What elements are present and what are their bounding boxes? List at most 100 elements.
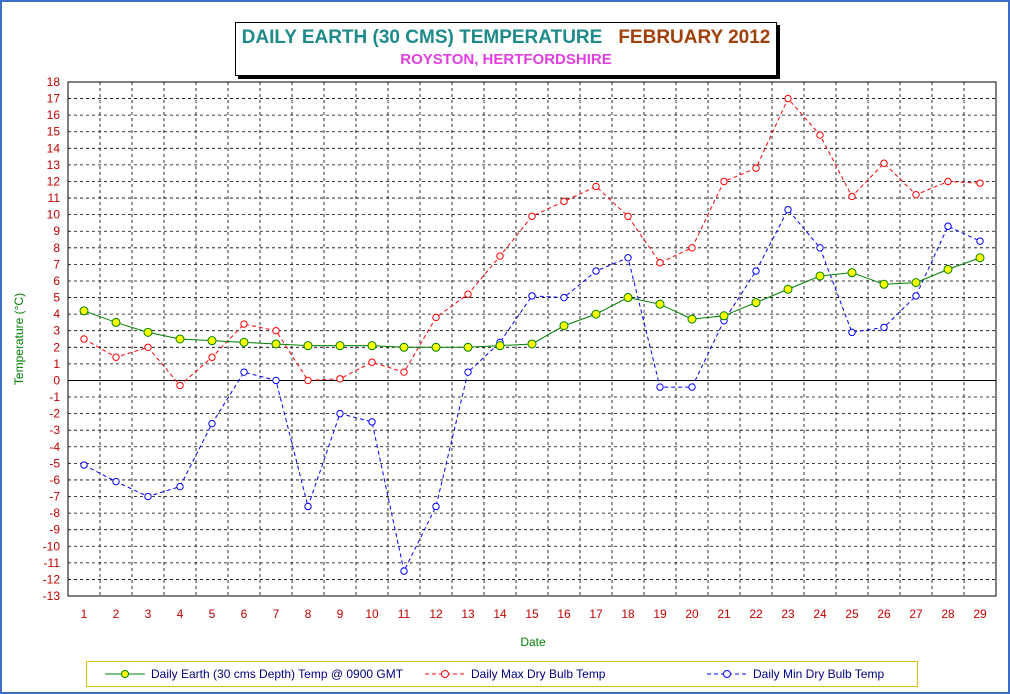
- data-point: [911, 278, 921, 288]
- y-tick-label: -3: [49, 423, 60, 437]
- x-tick-label: 1: [81, 607, 88, 621]
- legend-swatch-marker: [723, 670, 731, 678]
- x-tick-label: 13: [461, 607, 475, 621]
- legend-label: Daily Min Dry Bulb Temp: [753, 667, 885, 681]
- series-group: [80, 94, 984, 390]
- x-tick-label: 5: [209, 607, 216, 621]
- data-point: [528, 292, 536, 300]
- series-line: [83, 257, 981, 348]
- data-point: [463, 342, 473, 352]
- data-point: [560, 293, 568, 302]
- data-point: [591, 309, 601, 319]
- y-tick-label: 10: [47, 208, 61, 222]
- data-point: [176, 381, 184, 390]
- y-tick-label: 16: [47, 108, 61, 122]
- data-point: [528, 212, 536, 221]
- y-tick-label: 4: [53, 307, 60, 321]
- legend-swatch: [105, 670, 145, 678]
- data-point: [975, 253, 985, 263]
- y-tick-label: 18: [47, 75, 61, 89]
- data-point: [368, 358, 376, 366]
- legend-swatch: [707, 670, 747, 678]
- data-point: [976, 179, 984, 187]
- data-point: [112, 477, 120, 486]
- x-tick-label: 25: [845, 607, 859, 621]
- y-tick-label: 7: [53, 257, 60, 271]
- data-point: [239, 337, 249, 347]
- legend-item: Daily Earth (30 cms Depth) Temp @ 0900 G…: [103, 662, 403, 686]
- data-point: [464, 368, 472, 376]
- x-tick-label: 2: [113, 607, 120, 621]
- x-tick-label: 10: [365, 607, 379, 621]
- x-tick-label: 4: [177, 607, 184, 621]
- y-tick-label: 12: [47, 174, 61, 188]
- data-point: [848, 328, 856, 337]
- x-tick-label: 9: [337, 607, 344, 621]
- y-tick-label: -7: [49, 490, 60, 504]
- data-point: [816, 244, 824, 252]
- data-point: [336, 409, 344, 418]
- y-tick-label: 2: [53, 340, 60, 354]
- data-point: [816, 131, 824, 139]
- x-tick-label: 29: [973, 607, 987, 621]
- data-point: [335, 341, 345, 351]
- data-point: [943, 264, 953, 274]
- data-point: [272, 376, 280, 385]
- data-point: [399, 342, 409, 352]
- data-point: [176, 482, 184, 491]
- chart-title-main: DAILY EARTH (30 CMS) TEMPERATURE: [241, 27, 603, 48]
- legend-label: Daily Max Dry Bulb Temp: [471, 667, 606, 681]
- x-tick-label: 16: [557, 607, 571, 621]
- data-point: [464, 290, 472, 298]
- data-point: [879, 279, 889, 289]
- data-point: [432, 502, 440, 511]
- x-axis-label: Date: [520, 635, 546, 649]
- y-axis-label: Temperature (°C): [12, 293, 26, 385]
- x-tick-label: 20: [685, 607, 699, 621]
- x-tick-label: 14: [493, 607, 507, 621]
- x-tick-label: 21: [717, 607, 731, 621]
- data-point: [944, 177, 952, 186]
- x-tick-label: 6: [241, 607, 248, 621]
- data-point: [495, 341, 505, 351]
- series-group: [80, 205, 984, 575]
- data-point: [400, 368, 408, 376]
- y-tick-label: 15: [47, 125, 61, 139]
- data-point: [336, 375, 344, 383]
- data-point: [912, 191, 920, 199]
- y-tick-label: -9: [49, 523, 60, 537]
- y-tick-label: 17: [47, 92, 61, 106]
- data-point: [944, 222, 952, 230]
- x-tick-label: 24: [813, 607, 827, 621]
- y-tick-label: 0: [53, 373, 60, 387]
- series-layer: [79, 94, 985, 575]
- data-point: [80, 335, 88, 343]
- chart-title-month: FEBRUARY 2012: [618, 27, 771, 48]
- data-point: [656, 383, 664, 391]
- x-tick-label: 12: [429, 607, 443, 621]
- data-point: [815, 271, 825, 281]
- data-point: [783, 284, 793, 294]
- y-tick-label: 11: [48, 191, 61, 205]
- x-tick-label: 3: [145, 607, 152, 621]
- data-point: [624, 212, 632, 221]
- data-point: [688, 244, 696, 252]
- data-point: [304, 376, 312, 385]
- legend: Daily Earth (30 cms Depth) Temp @ 0900 G…: [86, 661, 918, 687]
- data-point: [367, 341, 377, 351]
- x-tick-label: 17: [589, 607, 603, 621]
- legend-item: Daily Min Dry Bulb Temp: [705, 662, 884, 686]
- legend-label: Daily Earth (30 cms Depth) Temp @ 0900 G…: [151, 667, 404, 681]
- y-tick-label: 14: [47, 141, 61, 155]
- y-tick-label: 6: [53, 274, 60, 288]
- chart-subtitle: ROYSTON, HERTFORDSHIRE: [400, 51, 612, 68]
- data-point: [303, 341, 313, 351]
- data-point: [976, 237, 984, 245]
- data-point: [624, 254, 632, 262]
- data-point: [208, 353, 216, 361]
- y-tick-label: 5: [53, 291, 60, 305]
- x-tick-label: 18: [621, 607, 635, 621]
- data-point: [527, 339, 537, 349]
- data-point: [623, 293, 633, 303]
